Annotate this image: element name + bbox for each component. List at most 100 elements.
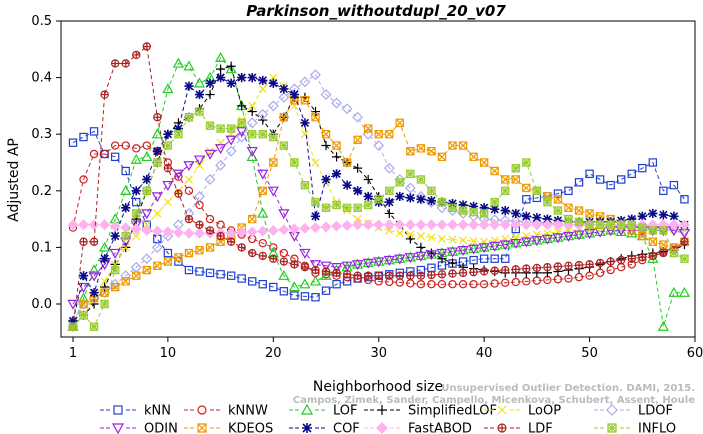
data-point: [543, 263, 552, 272]
data-point: [678, 286, 691, 297]
watermark-line-2: Campos, Zimek, Sander, Campello, Micenko…: [293, 395, 695, 406]
data-point: [448, 235, 457, 244]
data-point: [269, 243, 278, 252]
data-point: [363, 124, 373, 133]
data-point: [310, 211, 321, 221]
y-tick-label: 0.5: [31, 14, 52, 29]
data-point: [383, 162, 395, 174]
data-point: [353, 163, 363, 173]
data-point: [290, 291, 299, 300]
data-point: [553, 262, 563, 271]
data-point: [520, 219, 532, 231]
data-point: [468, 219, 480, 231]
data-point: [300, 118, 310, 128]
series-kdeos: [68, 96, 689, 331]
data-point: [447, 198, 458, 209]
data-point: [289, 89, 299, 100]
legend-label: kNN: [144, 404, 171, 419]
data-point: [205, 121, 215, 130]
data-point: [627, 254, 636, 263]
data-point: [100, 282, 110, 292]
data-point: [564, 274, 573, 283]
data-point: [226, 61, 236, 71]
data-point: [648, 237, 658, 246]
data-point: [416, 144, 426, 153]
data-point: [184, 214, 194, 224]
data-point: [214, 51, 227, 62]
legend-label: COF: [333, 422, 360, 434]
data-point: [331, 220, 343, 232]
data-point: [437, 270, 447, 279]
data-point: [215, 159, 227, 171]
data-point: [353, 135, 362, 145]
data-point: [564, 203, 573, 212]
data-point: [311, 265, 320, 275]
data-point: [142, 42, 151, 51]
data-point: [585, 271, 594, 280]
data-point: [648, 226, 658, 235]
data-point: [110, 152, 120, 162]
legend-label: LoOP: [528, 404, 561, 419]
data-point: [669, 248, 679, 258]
data-point: [309, 260, 322, 271]
data-point: [67, 219, 79, 231]
data-point: [193, 155, 206, 166]
data-point: [236, 127, 248, 138]
data-point: [415, 251, 427, 262]
data-point: [362, 219, 374, 231]
data-point: [130, 223, 142, 235]
data-point: [436, 219, 448, 231]
data-point: [416, 271, 426, 280]
data-point: [248, 277, 257, 286]
data-point: [657, 320, 669, 331]
data-point: [377, 405, 387, 415]
data-point: [479, 158, 489, 167]
y-axis-label: Adjusted AP: [6, 138, 22, 222]
data-point: [257, 108, 269, 120]
data-point: [511, 277, 520, 287]
data-point: [151, 192, 163, 203]
x-axis: 1 10 20 30 40 50 60: [69, 337, 703, 361]
data-point: [216, 270, 225, 279]
data-point: [595, 268, 605, 278]
data-point: [204, 174, 216, 185]
data-point: [585, 209, 594, 218]
legend-item-lof: LOF: [289, 404, 358, 419]
data-point: [142, 186, 151, 195]
data-point: [352, 111, 364, 123]
series-fastabod: [67, 219, 690, 239]
data-point: [216, 220, 225, 229]
data-point: [258, 75, 268, 86]
data-point: [457, 246, 469, 257]
data-point: [394, 254, 406, 265]
data-point: [269, 158, 278, 167]
data-point: [278, 209, 290, 220]
data-point: [184, 113, 194, 122]
data-point: [574, 217, 584, 227]
data-point: [564, 186, 573, 195]
data-point: [479, 254, 489, 263]
data-point: [258, 279, 267, 289]
data-point: [152, 146, 162, 156]
data-point: [162, 230, 174, 242]
data-point: [405, 234, 415, 244]
data-point: [585, 169, 594, 179]
data-point: [627, 214, 637, 224]
data-point: [606, 257, 615, 266]
data-point: [302, 423, 312, 433]
data-point: [659, 186, 668, 195]
y-tick-label: 0.4: [31, 71, 52, 86]
data-point: [479, 203, 489, 213]
data-point: [490, 254, 499, 263]
data-point: [607, 423, 617, 433]
data-point: [394, 219, 406, 231]
legend: kNN kNNW LOF SimplifiedLOF LoOP LDOF ODIN KDEOS…: [100, 404, 676, 434]
data-point: [237, 73, 247, 83]
y-axis: 0.0 0.1 0.2 0.3 0.4 0.5: [31, 14, 61, 312]
data-point: [542, 214, 553, 224]
data-point: [195, 220, 204, 229]
data-point: [617, 220, 626, 229]
data-point: [132, 271, 141, 280]
data-point: [88, 271, 100, 282]
data-point: [267, 224, 279, 236]
